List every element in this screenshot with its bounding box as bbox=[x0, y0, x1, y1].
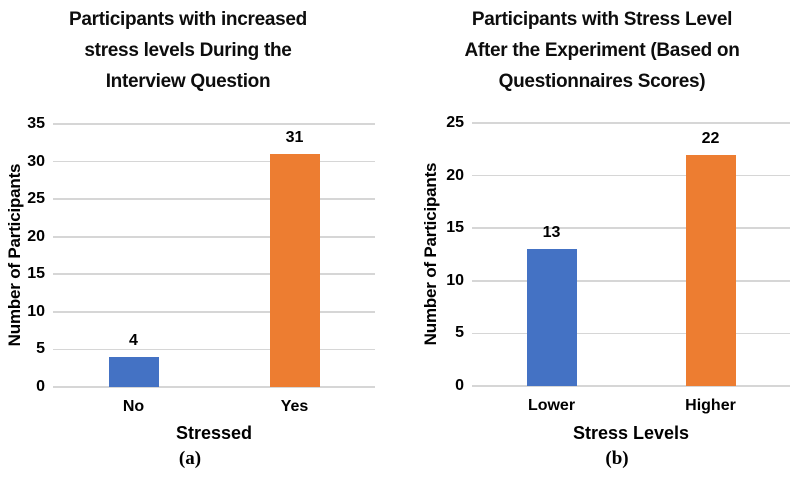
y-tick-label: 5 bbox=[36, 340, 45, 358]
gridline bbox=[472, 174, 790, 177]
gridline bbox=[472, 332, 790, 335]
chart-panel-a: Participants with increased stress level… bbox=[0, 4, 376, 469]
y-tick-label: 20 bbox=[27, 227, 45, 245]
gridline bbox=[53, 386, 375, 388]
chart-title-line: Interview Question bbox=[105, 71, 271, 92]
x-category-label: Higher bbox=[685, 397, 736, 414]
y-tick-label: 10 bbox=[27, 302, 45, 320]
y-tick-label: 0 bbox=[455, 377, 464, 394]
bar-higher bbox=[685, 154, 736, 386]
y-tick-label: 35 bbox=[27, 115, 45, 132]
chart-title-line: Participants with increased bbox=[69, 9, 307, 30]
bar-value-label: 31 bbox=[285, 129, 304, 147]
y-tick-label: 0 bbox=[36, 378, 45, 395]
y-axis-title: Number of Participants bbox=[421, 162, 440, 346]
plot-area bbox=[53, 123, 375, 388]
gridline bbox=[53, 123, 375, 125]
gridline bbox=[472, 122, 790, 124]
x-axis-title: Stress Levels bbox=[572, 423, 690, 443]
bar-lower bbox=[526, 249, 577, 386]
y-tick-label: 5 bbox=[455, 324, 464, 342]
y-tick-label: 10 bbox=[446, 271, 464, 289]
x-category-label: No bbox=[122, 398, 145, 415]
gridline bbox=[53, 198, 375, 200]
y-tick-label: 15 bbox=[446, 219, 464, 237]
chart-title-line: stress levels During the bbox=[84, 40, 292, 61]
panel-caption-a: (a) bbox=[178, 448, 202, 469]
chart-title: Participants with increased stress level… bbox=[0, 4, 376, 97]
chart-title-line: After the Experiment (Based on bbox=[464, 40, 740, 61]
x-axis-title: Stressed bbox=[175, 423, 253, 443]
y-tick-label: 25 bbox=[446, 114, 464, 131]
plot-area bbox=[472, 122, 790, 387]
gridline bbox=[472, 385, 790, 387]
bar-yes bbox=[269, 154, 320, 387]
bar-value-label: 4 bbox=[129, 331, 138, 349]
gridline bbox=[472, 280, 790, 282]
gridline bbox=[53, 348, 375, 351]
bar-no bbox=[108, 356, 159, 387]
chart-title-line: Questionnaires Scores) bbox=[498, 71, 706, 92]
bar-value-label: 22 bbox=[701, 129, 720, 147]
gridline bbox=[53, 235, 375, 238]
bar-value-label: 13 bbox=[542, 224, 561, 242]
chart-panel-b: Participants with Stress Level After the… bbox=[400, 0, 798, 482]
gridline bbox=[53, 311, 375, 313]
y-tick-label: 15 bbox=[27, 265, 45, 283]
x-category-label: Lower bbox=[527, 397, 576, 414]
y-tick-label: 25 bbox=[27, 190, 45, 208]
x-category-label: Yes bbox=[280, 398, 309, 415]
gridline bbox=[472, 227, 790, 229]
gridline bbox=[53, 273, 375, 276]
chart-title: Participants with Stress Level After the… bbox=[412, 4, 792, 97]
chart-title-line: Participants with Stress Level bbox=[471, 9, 733, 30]
y-tick-label: 20 bbox=[446, 166, 464, 184]
y-tick-label: 30 bbox=[27, 152, 45, 170]
gridline bbox=[53, 160, 375, 163]
panel-caption-b: (b) bbox=[605, 448, 629, 469]
